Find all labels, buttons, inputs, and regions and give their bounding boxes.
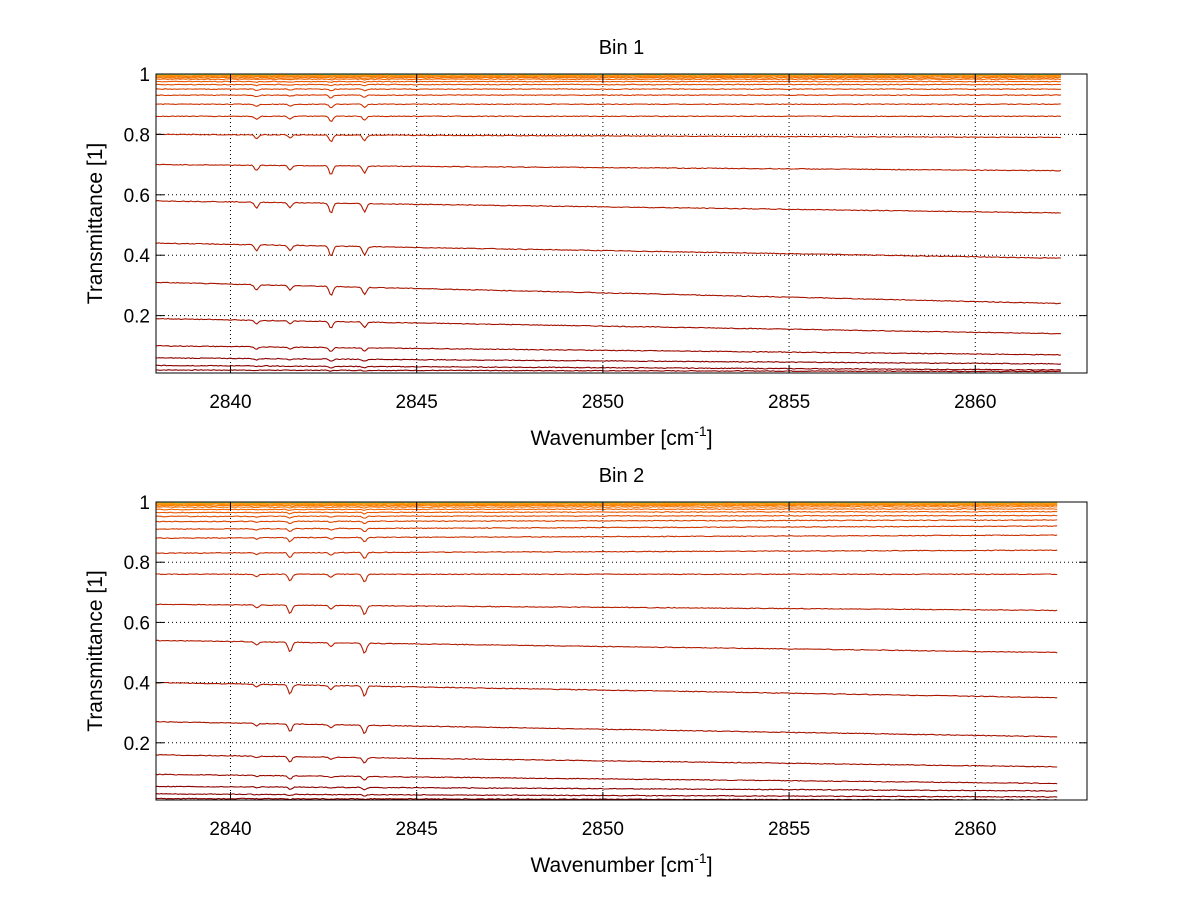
- spectrum-line-10: [156, 573, 1058, 583]
- spectrum-line-1: [155, 369, 1061, 373]
- spectrum-line-7: [155, 681, 1058, 699]
- spectrum-line-15: [155, 514, 1058, 519]
- spectrum-line-17: [155, 78, 1061, 81]
- x-tick-label: 2845: [396, 392, 438, 413]
- spectrum-line-12: [155, 103, 1061, 109]
- spectrum-line-4: [155, 773, 1058, 785]
- x-tick-label: 2855: [768, 819, 810, 840]
- bin-2-subplot: 2840 2845 2850 2855 2860 0.2 0.4 0.6 0.8 1 Bin 2 Wa…: [84, 465, 1088, 877]
- y-tick-label: 1: [139, 65, 150, 86]
- spectrum-line-3: [155, 357, 1062, 365]
- spectrum-line-15: [156, 83, 1061, 87]
- y-tick-label: 0.6: [124, 186, 150, 207]
- x-tick-label: 2850: [582, 392, 624, 413]
- spectrum-line-6: [155, 720, 1058, 738]
- axes-frame: [155, 73, 1088, 374]
- spectrum-line-4: [155, 344, 1061, 356]
- y-tick-label: 0.8: [124, 553, 150, 574]
- spectrum-line-20: [155, 503, 1058, 506]
- axes-frame: [155, 501, 1088, 801]
- spectrum-line-11: [155, 549, 1058, 559]
- spectrum-line-5: [155, 754, 1058, 768]
- x-axis-label: Wavenumber [cm-1]: [530, 850, 712, 877]
- y-tick-label: 0.2: [124, 734, 150, 755]
- x-axis-label-superscript: -1: [694, 423, 707, 439]
- x-tick-label: 2840: [209, 819, 251, 840]
- spectrum-line-19: [155, 504, 1058, 507]
- x-tick-label: 2855: [768, 392, 810, 413]
- spectrum-line-8: [155, 639, 1058, 654]
- spectrum-line-18: [156, 505, 1058, 509]
- y-tick-label: 0.2: [124, 307, 150, 328]
- spectrum-line-16: [155, 510, 1058, 515]
- x-axis-label-text: Wavenumber [cm: [530, 427, 694, 450]
- y-tick-label: 0.4: [124, 674, 151, 695]
- x-tick-label: 2860: [954, 392, 996, 413]
- spectrum-line-10: [155, 133, 1061, 143]
- spectrum-line-13: [155, 94, 1062, 99]
- chart-title: Bin 2: [599, 465, 645, 487]
- spectrum-line-13: [155, 525, 1058, 533]
- x-axis-label-superscript: -1: [694, 850, 707, 866]
- spectrum-line-18: [155, 76, 1061, 79]
- y-axis-label: Transmittance [1]: [84, 570, 107, 731]
- y-tick-label: 0.8: [124, 125, 150, 146]
- y-axis-label: Transmittance [1]: [84, 143, 107, 304]
- spectrum-line-8: [155, 200, 1061, 214]
- spectrum-line-2: [155, 793, 1058, 798]
- chart-title: Bin 1: [599, 37, 645, 59]
- x-axis-label: Wavenumber [cm-1]: [530, 423, 712, 450]
- bin-1-subplot: 2840 2845 2850 2855 2860 0.2 0.4 0.6 0.8 1 Bin 1 Wa…: [84, 37, 1088, 450]
- spectrum-line-12: [155, 534, 1058, 543]
- spectrum-line-6: [155, 281, 1061, 305]
- x-tick-label: 2845: [396, 819, 438, 840]
- spectrum-line-3: [155, 785, 1058, 792]
- spectrum-line-14: [155, 519, 1058, 525]
- x-axis-label-end: ]: [707, 854, 713, 877]
- x-axis-label-end: ]: [707, 427, 713, 450]
- x-axis-label-text: Wavenumber [cm: [530, 854, 694, 877]
- y-tick-label: 0.6: [124, 613, 150, 634]
- y-tick-label: 1: [139, 493, 150, 514]
- y-tick-label: 0.4: [124, 246, 151, 267]
- x-tick-label: 2840: [209, 392, 251, 413]
- spectrum-line-2: [156, 364, 1062, 371]
- spectrum-line-7: [155, 242, 1061, 259]
- spectrum-line-11: [155, 115, 1061, 122]
- x-tick-label: 2850: [582, 819, 624, 840]
- spectrum-line-9: [155, 603, 1058, 616]
- x-tick-label: 2860: [954, 819, 996, 840]
- spectrum-line-5: [155, 317, 1061, 335]
- spectrum-line-16: [155, 80, 1062, 84]
- spectrum-line-9: [156, 163, 1062, 175]
- spectrum-line-14: [155, 88, 1061, 92]
- spectrum-line-17: [155, 508, 1058, 511]
